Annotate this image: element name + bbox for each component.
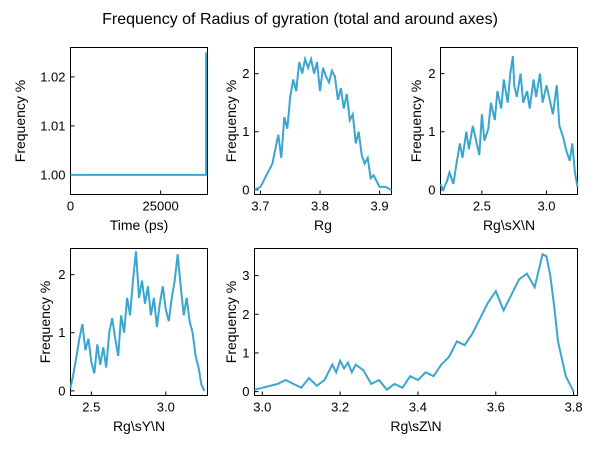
panel-5-series-line (254, 252, 575, 393)
panel-4-series-line (69, 251, 206, 392)
figure-title: Frequency of Radius of gyration (total a… (102, 11, 498, 28)
panel-3-ytick-label: 1 (428, 124, 435, 139)
panel-5-ticks: 3.0 3.2 3.4 3.6 3.8 0 1 2 3 (242, 268, 582, 414)
panel-4-xtick-label: 2.5 (82, 400, 100, 415)
panel-5-ytick-label: 3 (242, 268, 249, 283)
panel-5-xtick-label: 3.0 (253, 400, 271, 415)
panel-5-xtick-label: 3.8 (565, 400, 583, 415)
panel-2-series-line (254, 55, 392, 191)
panel-1-ytick-label: 1.02 (40, 69, 65, 84)
panel-2-ylabel: Frequency % (223, 80, 239, 162)
panel-5-frame (254, 248, 578, 396)
panel-3-ytick-label: 0 (428, 182, 435, 197)
panel-3-ticks: 2.5 3.0 0 1 2 (428, 66, 555, 213)
panel-1-ticks: 0 25000 1.00 1.01 1.02 (40, 69, 179, 213)
panel-3-series-line (439, 56, 579, 193)
panel-2-frame (254, 47, 392, 195)
panel-2-xlabel: Rg (314, 217, 332, 233)
panel-1-xlabel: Time (ps) (110, 217, 169, 233)
panel-4-frame (70, 248, 208, 396)
panel-3-ytick-label: 2 (428, 66, 435, 81)
panel-2-ytick-label: 2 (242, 66, 249, 81)
panel-4: 2.5 3.0 0 1 2 Rg\sY\N Frequency % (37, 248, 208, 434)
panel-4-ticks: 2.5 3.0 0 1 2 (58, 267, 175, 414)
panel-3-frame (440, 47, 578, 195)
panel-4-ytick-label: 2 (58, 267, 65, 282)
panel-1-ylabel: Frequency % (12, 80, 28, 162)
panel-3-xtick-label: 3.0 (537, 199, 555, 214)
panel-2-xtick-label: 3.8 (311, 199, 329, 214)
panel-5: 3.0 3.2 3.4 3.6 3.8 0 1 2 3 Rg\sZ\N Frequency % (223, 248, 583, 434)
panel-1-frame (70, 47, 208, 195)
panel-1: 0 25000 1.00 1.01 1.02 Time (ps) Frequency % (12, 47, 208, 233)
panel-1-xtick-label: 0 (67, 199, 74, 214)
panel-2-ticks: 3.7 3.8 3.9 0 1 2 (242, 66, 388, 213)
panel-3: 2.5 3.0 0 1 2 Rg\sX\N Frequency % (408, 47, 579, 233)
panel-5-xlabel: Rg\sZ\N (390, 418, 441, 434)
panel-4-ytick-label: 0 (58, 383, 65, 398)
panel-4-ylabel: Frequency % (37, 281, 53, 363)
panel-3-xlabel: Rg\sX\N (483, 217, 535, 233)
panel-2: 3.7 3.8 3.9 0 1 2 Rg Frequency % (223, 47, 392, 233)
panel-1-series-line (70, 52, 208, 176)
panel-5-xtick-label: 3.6 (487, 400, 505, 415)
panel-2-xtick-label: 3.7 (251, 199, 269, 214)
panel-5-ytick-label: 2 (242, 307, 249, 322)
panel-1-ytick-label: 1.00 (40, 167, 65, 182)
panel-4-ytick-label: 1 (58, 325, 65, 340)
panel-5-ytick-label: 0 (242, 384, 249, 399)
panel-5-ytick-label: 1 (242, 345, 249, 360)
panel-2-xtick-label: 3.9 (371, 199, 389, 214)
panel-1-xtick-label: 25000 (143, 199, 179, 214)
panel-2-ytick-label: 1 (242, 124, 249, 139)
panel-1-ytick-label: 1.01 (40, 118, 65, 133)
panel-5-xtick-label: 3.4 (409, 400, 427, 415)
panel-5-xtick-label: 3.2 (331, 400, 349, 415)
panel-4-xlabel: Rg\sY\N (113, 418, 165, 434)
panel-4-xtick-label: 3.0 (157, 400, 175, 415)
panel-2-ytick-label: 0 (242, 182, 249, 197)
panel-3-xtick-label: 2.5 (473, 199, 491, 214)
panel-3-ylabel: Frequency % (408, 80, 424, 162)
panel-5-ylabel: Frequency % (223, 281, 239, 363)
